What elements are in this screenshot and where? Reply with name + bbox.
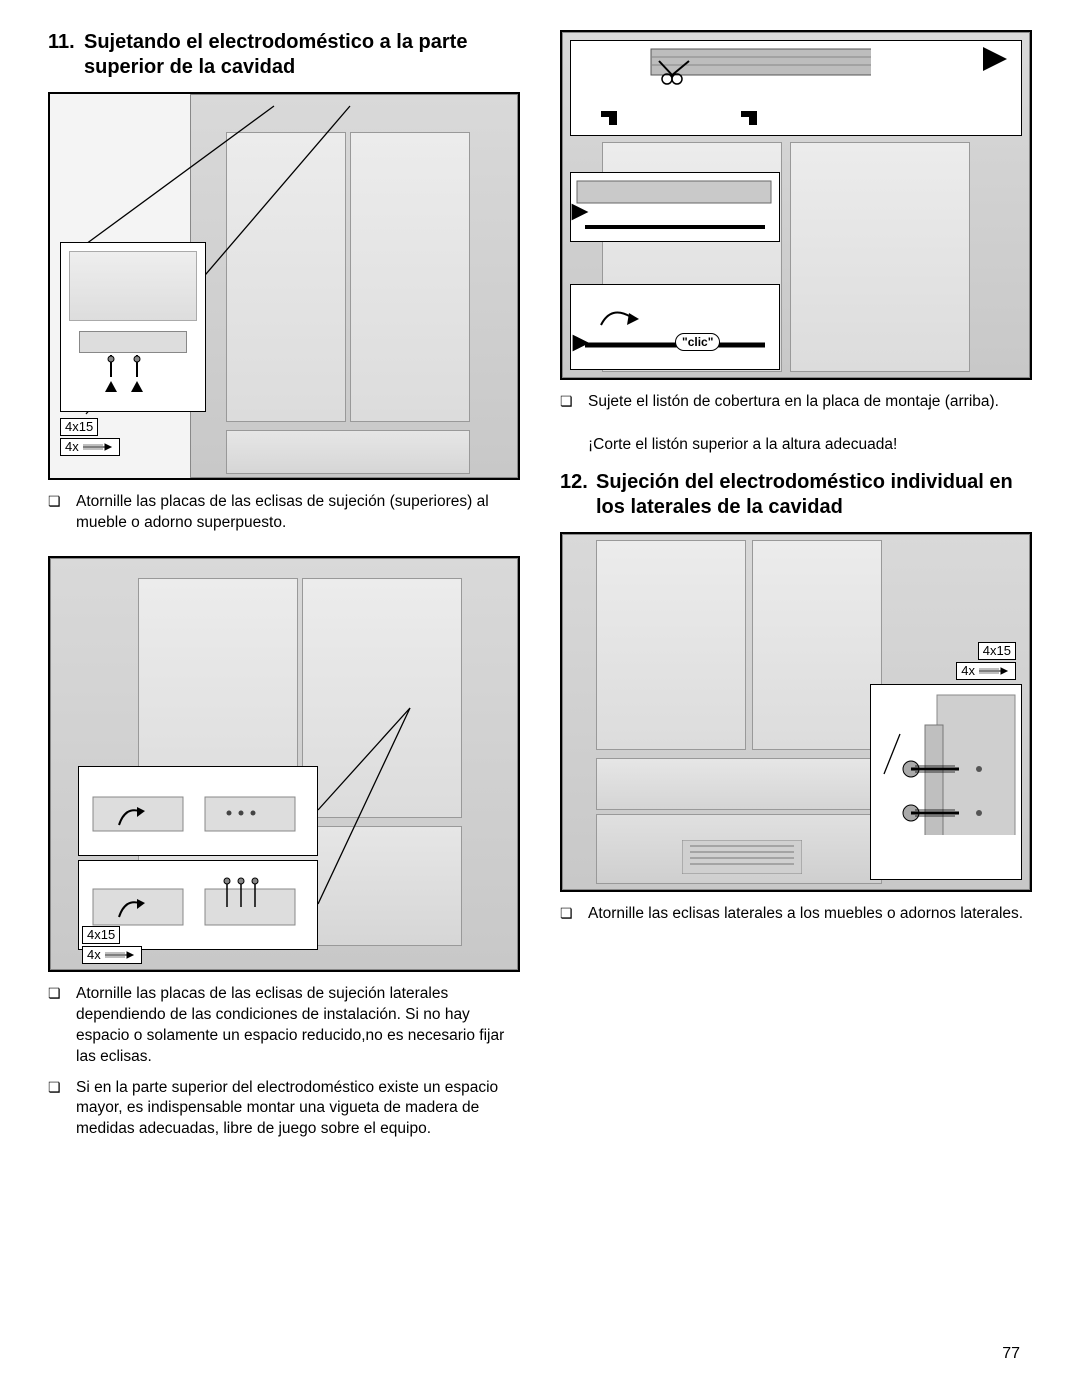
section-11-title: Sujetando el electrodoméstico a la parte…	[84, 30, 520, 80]
bullets-after-fig-12: ❏ Atornille las eclisas laterales a los …	[560, 904, 1032, 935]
section-12-number: 12.	[560, 470, 596, 520]
bullets-after-fig-11b: ❏ Atornille las placas de las eclisas de…	[48, 984, 520, 1150]
fig-11a-screw-label-1: 4x15	[60, 418, 98, 436]
section-12-heading: 12. Sujeción del electrodoméstico indivi…	[560, 470, 1032, 520]
figure-11a: 4x15 4x	[48, 92, 520, 480]
fig-11b-screw-label-1: 4x15	[82, 926, 120, 944]
checkbox-icon: ❏	[48, 492, 76, 534]
left-column: 11. Sujetando el electrodoméstico a la p…	[48, 30, 520, 1162]
list-item: ❏ Si en la parte superior del electrodom…	[48, 1078, 520, 1141]
bullets-after-fig-11a: ❏ Atornille las placas de las eclisas de…	[48, 492, 520, 544]
fig-11a-screw-label-2: 4x	[60, 438, 120, 456]
checkbox-icon: ❏	[560, 392, 588, 413]
list-item: ❏ Sujete el listón de cobertura en la pl…	[560, 392, 1032, 413]
checkbox-icon: ❏	[560, 904, 588, 925]
fig-12-screw-label-2: 4x	[956, 662, 1016, 680]
page-columns: 11. Sujetando el electrodoméstico a la p…	[48, 30, 1032, 1162]
bullets-after-fig-trim: ❏ Sujete el listón de cobertura en la pl…	[560, 392, 1032, 423]
section-11-heading: 11. Sujetando el electrodoméstico a la p…	[48, 30, 520, 80]
figure-11b: 4x15 4x	[48, 556, 520, 972]
clic-label: "clic"	[675, 333, 720, 351]
checkbox-icon: ❏	[48, 984, 76, 1068]
figure-12: 4x15 4x	[560, 532, 1032, 892]
fig-11b-screw-label-2: 4x	[82, 946, 142, 964]
note-cut-trim: ¡Corte el listón superior a la altura ad…	[588, 435, 1032, 456]
right-column: "clic" ❏ Sujete el listón de cobertura e…	[560, 30, 1032, 1162]
section-11-number: 11.	[48, 30, 84, 80]
list-item: ❏ Atornille las placas de las eclisas de…	[48, 984, 520, 1068]
list-item: ❏ Atornille las placas de las eclisas de…	[48, 492, 520, 534]
list-item: ❏ Atornille las eclisas laterales a los …	[560, 904, 1032, 925]
page-number: 77	[1002, 1345, 1020, 1363]
section-12-title: Sujeción del electrodoméstico individual…	[596, 470, 1032, 520]
figure-trim-clic: "clic"	[560, 30, 1032, 380]
checkbox-icon: ❏	[48, 1078, 76, 1141]
fig-12-screw-label-1: 4x15	[978, 642, 1016, 660]
